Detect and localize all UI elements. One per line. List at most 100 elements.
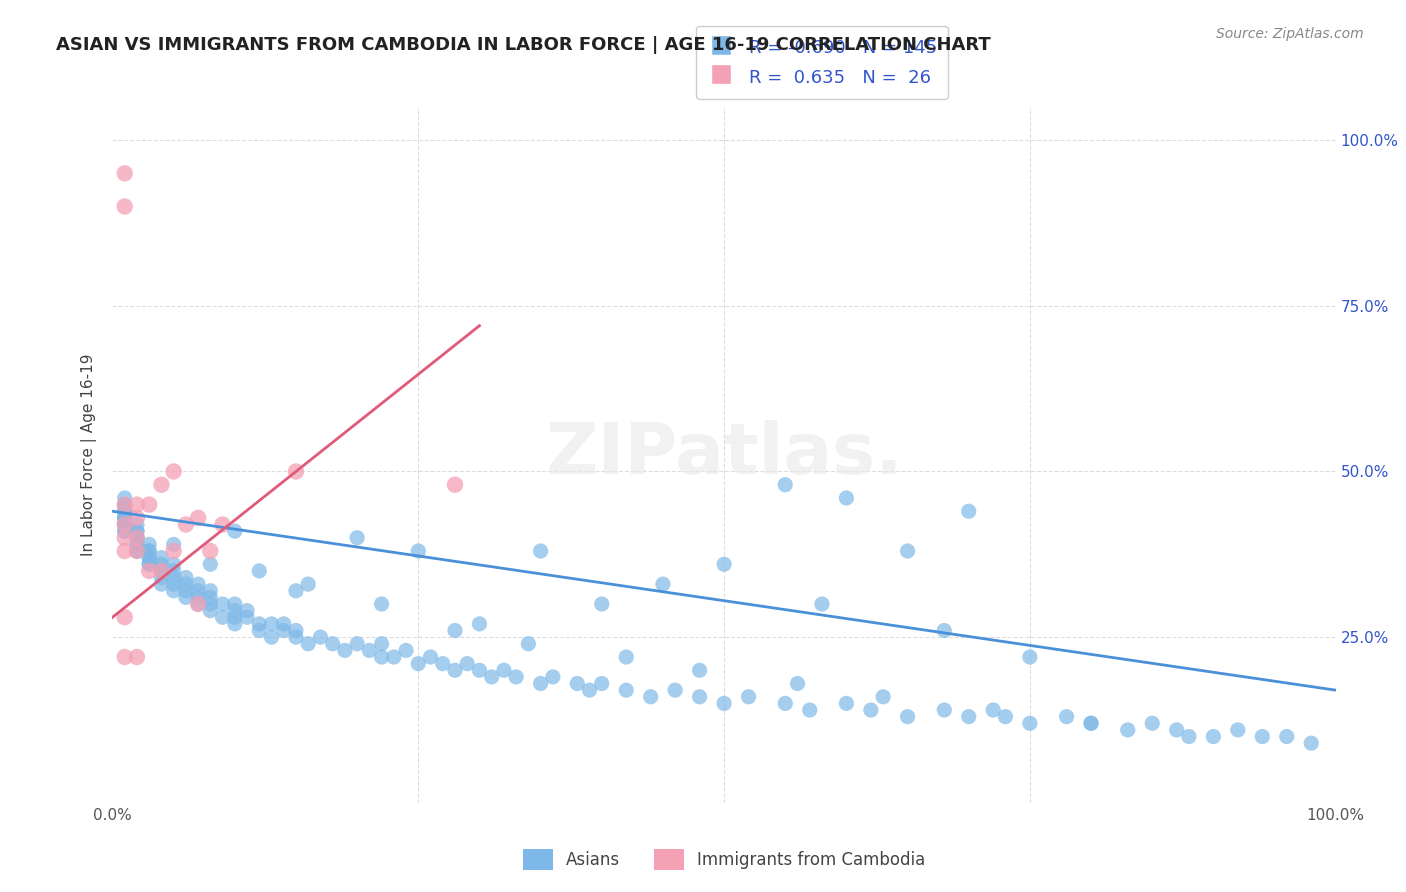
Point [541, 670, 564, 684]
Point [114, 511, 136, 525]
Point [529, 544, 551, 558]
Text: ZIPatlas.: ZIPatlas. [546, 420, 903, 490]
Point [200, 591, 222, 605]
Point [382, 650, 405, 665]
Point [370, 597, 392, 611]
Point [150, 550, 173, 565]
Point [1018, 716, 1040, 731]
Point [114, 517, 136, 532]
Point [125, 531, 148, 545]
Point [309, 630, 332, 644]
Point [236, 610, 259, 624]
Point [163, 465, 186, 479]
Point [1202, 730, 1225, 744]
Point [408, 544, 430, 558]
Point [1301, 736, 1323, 750]
Point [247, 564, 270, 578]
Point [370, 650, 392, 665]
Point [114, 517, 136, 532]
Point [835, 491, 858, 505]
Point [247, 616, 270, 631]
Point [456, 657, 478, 671]
Point [125, 537, 148, 551]
Point [211, 517, 233, 532]
Point [200, 558, 222, 572]
Point [236, 604, 259, 618]
Point [835, 697, 858, 711]
Point [200, 597, 222, 611]
Point [224, 597, 246, 611]
Point [224, 524, 246, 538]
Point [125, 531, 148, 545]
Point [125, 650, 148, 665]
Point [138, 550, 160, 565]
Point [211, 597, 233, 611]
Point [346, 531, 368, 545]
Point [640, 690, 662, 704]
Point [114, 166, 136, 180]
Point [200, 583, 222, 598]
Point [114, 517, 136, 532]
Point [114, 531, 136, 545]
Point [395, 643, 418, 657]
Point [125, 537, 148, 551]
Point [211, 610, 233, 624]
Point [567, 676, 589, 690]
Point [652, 577, 675, 591]
Point [174, 583, 197, 598]
Point [284, 465, 308, 479]
Point [247, 624, 270, 638]
Point [786, 676, 808, 690]
Point [1275, 730, 1298, 744]
Point [432, 657, 454, 671]
Point [114, 544, 136, 558]
Point [1116, 723, 1139, 737]
Point [1080, 716, 1102, 731]
Point [163, 564, 186, 578]
Point [138, 558, 160, 572]
Point [322, 637, 344, 651]
Point [125, 498, 148, 512]
Point [174, 570, 197, 584]
Y-axis label: In Labor Force | Age 16-19: In Labor Force | Age 16-19 [80, 353, 97, 557]
Point [163, 577, 186, 591]
Point [200, 544, 222, 558]
Point [1018, 650, 1040, 665]
Point [664, 683, 686, 698]
Point [114, 517, 136, 532]
Point [578, 683, 600, 698]
Point [957, 709, 980, 723]
Point [125, 544, 148, 558]
Point [114, 498, 136, 512]
Point [138, 550, 160, 565]
Point [1178, 730, 1201, 744]
Point [775, 477, 797, 491]
Point [444, 663, 467, 677]
Point [444, 477, 467, 491]
Point [150, 570, 173, 584]
Point [260, 630, 283, 644]
Point [614, 650, 637, 665]
Legend: Asians, Immigrants from Cambodia: Asians, Immigrants from Cambodia [515, 841, 934, 878]
Point [125, 531, 148, 545]
Point [174, 591, 197, 605]
Point [114, 199, 136, 213]
Point [897, 709, 920, 723]
Point [737, 690, 759, 704]
Point [138, 544, 160, 558]
Point [150, 564, 173, 578]
Point [163, 583, 186, 598]
Point [150, 577, 173, 591]
Point [224, 610, 246, 624]
Point [897, 544, 920, 558]
Point [333, 643, 356, 657]
Point [114, 524, 136, 538]
Point [114, 511, 136, 525]
Point [492, 663, 515, 677]
Text: Source: ZipAtlas.com: Source: ZipAtlas.com [1216, 27, 1364, 41]
Point [187, 591, 209, 605]
Point [591, 597, 613, 611]
Point [187, 597, 209, 611]
Point [187, 597, 209, 611]
Point [1166, 723, 1188, 737]
